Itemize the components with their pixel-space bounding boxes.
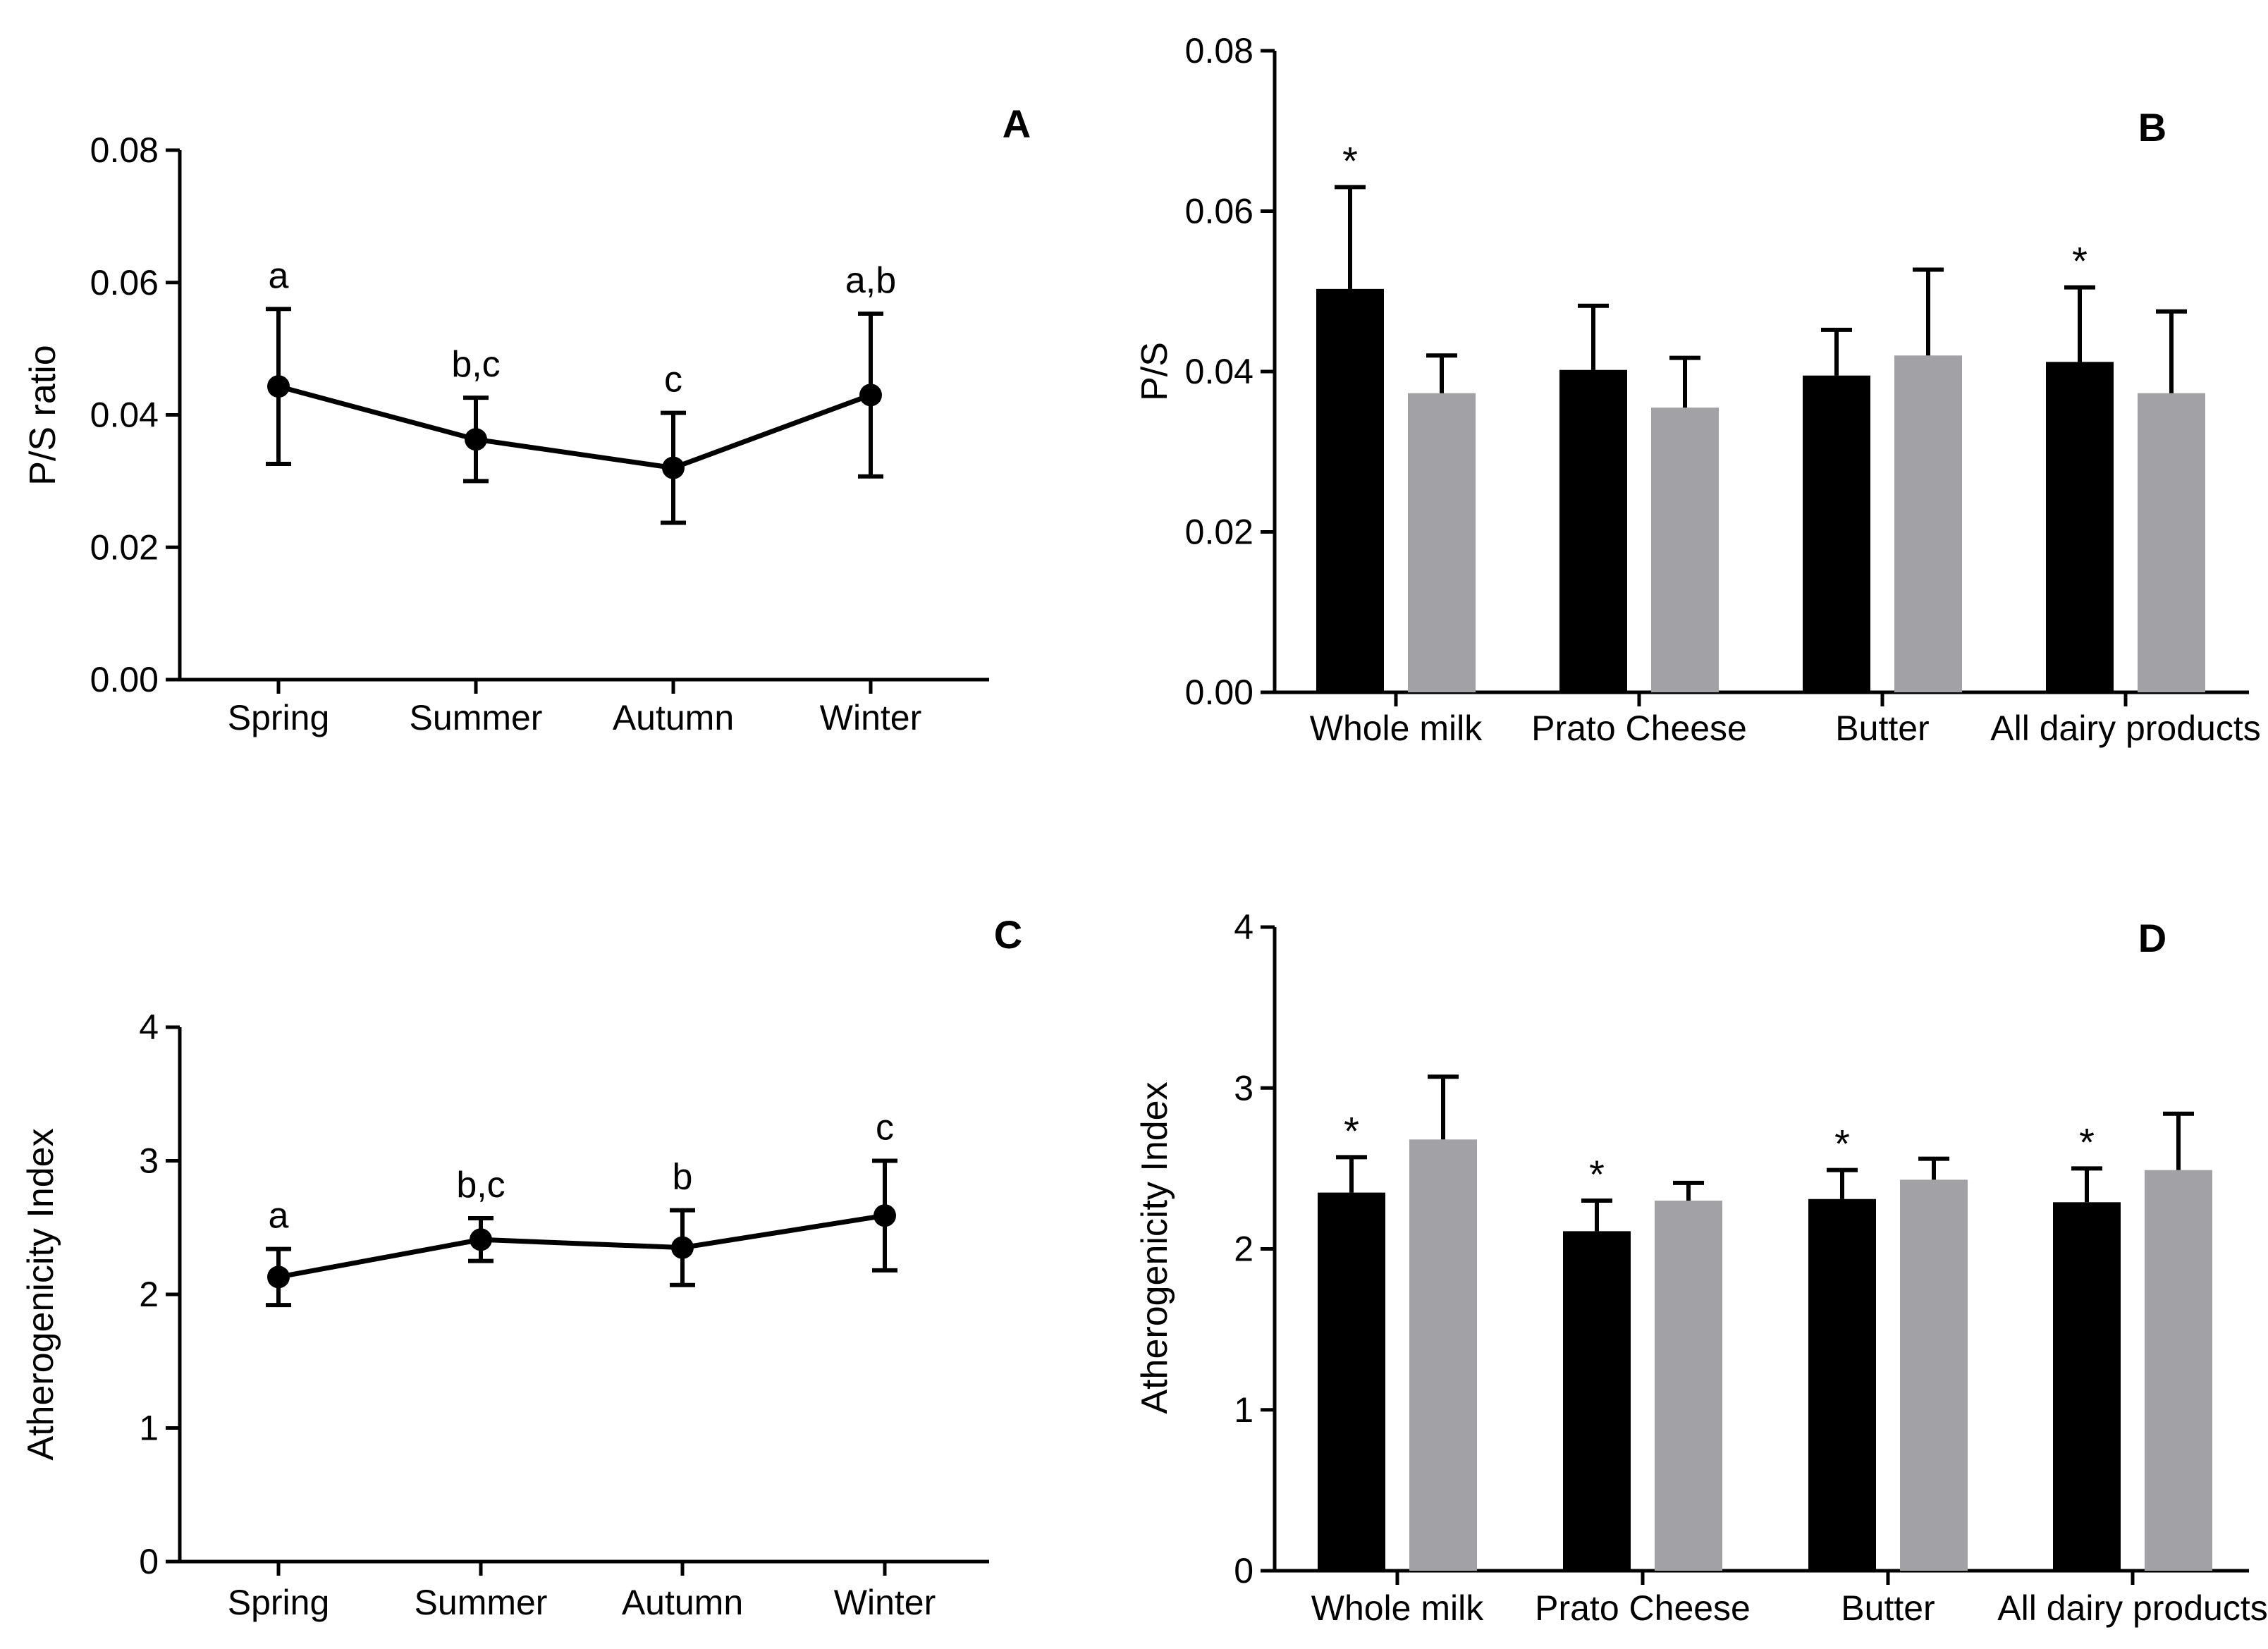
bar-dark [1559, 369, 1627, 692]
bar-light [1409, 1139, 1477, 1571]
data-point [267, 1265, 290, 1289]
significance-star: * [1342, 138, 1358, 183]
data-point [662, 456, 685, 479]
y-tick-label: 0 [139, 1542, 159, 1581]
y-tick-label: 0.08 [90, 130, 159, 170]
y-tick-label: 0.04 [90, 396, 159, 435]
y-tick-label: 2 [139, 1275, 159, 1314]
y-axis-label: P/S ratio [23, 345, 63, 485]
x-tick-label: Butter [1835, 709, 1929, 748]
y-tick-label: 4 [139, 1007, 159, 1047]
data-point [671, 1236, 694, 1259]
data-point [465, 428, 487, 451]
x-tick-label: Prato Cheese [1535, 1588, 1751, 1628]
bar-dark [1316, 288, 1384, 692]
x-tick-label: Summer [415, 1583, 548, 1622]
y-tick-label: 2 [1234, 1230, 1253, 1269]
y-tick-label: 0.02 [90, 527, 159, 567]
x-tick-label: Autumn [613, 698, 734, 737]
y-axis-label: P/S [1134, 342, 1175, 401]
significance-letter: a [269, 1196, 289, 1237]
series-line [278, 1213, 885, 1280]
significance-letter: b [673, 1157, 693, 1198]
y-tick-label: 4 [1234, 907, 1253, 947]
bar-dark [1563, 1231, 1631, 1571]
y-tick-label: 3 [1234, 1068, 1253, 1108]
significance-letter: b,c [456, 1165, 505, 1206]
bar-light [1408, 393, 1476, 692]
bar-dark [1803, 375, 1870, 692]
panel-a: 0.00 0.02 0.04 0.06 0.08 Spring Summer Autumn Wi… [23, 102, 1031, 737]
significance-star: * [1344, 1108, 1359, 1153]
y-axis-label: Atherogenicity Index [1134, 1081, 1175, 1414]
bar-light [2145, 1170, 2212, 1571]
y-tick-label: 0.06 [90, 263, 159, 302]
y-tick-label: 0.00 [1185, 673, 1253, 712]
data-point [470, 1228, 492, 1251]
significance-star: * [2072, 239, 2088, 283]
x-tick-label: Spring [228, 698, 330, 737]
bar-light [1651, 407, 1719, 692]
significance-letter: c [876, 1108, 894, 1148]
bar-dark [2053, 1202, 2121, 1571]
x-tick-label: Winter [820, 698, 921, 737]
bar-dark [2046, 362, 2114, 692]
y-tick-label: 0 [1234, 1551, 1253, 1590]
significance-star: * [1834, 1122, 1850, 1166]
bar-light [1655, 1201, 1722, 1571]
bar-dark [1808, 1199, 1876, 1571]
x-tick-label: Spring [228, 1583, 330, 1622]
x-tick-label: All dairy products [1997, 1588, 2268, 1628]
significance-star: * [2079, 1120, 2095, 1164]
series-line [278, 384, 872, 471]
x-tick-label: All dairy products [1990, 709, 2261, 748]
data-point [267, 375, 290, 398]
bar-dark [1318, 1192, 1385, 1571]
y-tick-label: 1 [139, 1409, 159, 1448]
y-axis-label: Atherogenicity Index [20, 1128, 61, 1460]
x-tick-label: Winter [834, 1583, 936, 1622]
significance-letter: a,b [845, 260, 896, 301]
bar-light [2138, 393, 2205, 692]
bar-light [1894, 355, 1962, 692]
y-tick-label: 0.08 [1185, 31, 1253, 71]
panel-label: A [1003, 102, 1031, 146]
significance-letter: b,c [451, 344, 500, 385]
panel-label: D [2138, 916, 2166, 960]
significance-letter: c [664, 360, 682, 400]
panel-d: 0 1 2 3 4 Whole milk Prato Cheese Butter All dai… [1134, 907, 2268, 1628]
y-tick-label: 1 [1234, 1390, 1253, 1430]
panel-b: 0.00 0.02 0.04 0.06 0.08 Whole milk Prato Chee… [1134, 31, 2261, 748]
significance-letter: a [269, 255, 289, 296]
bar-light [1900, 1179, 1968, 1571]
y-tick-label: 0.02 [1185, 513, 1253, 552]
y-tick-label: 0.00 [90, 660, 159, 699]
x-tick-label: Whole milk [1310, 709, 1483, 748]
data-point [874, 1204, 896, 1227]
y-tick-label: 3 [139, 1141, 159, 1181]
x-tick-label: Summer [410, 698, 543, 737]
x-tick-label: Butter [1841, 1588, 1935, 1628]
panel-label: C [994, 912, 1022, 957]
significance-star: * [1589, 1152, 1605, 1196]
panel-label: B [2138, 105, 2166, 149]
x-tick-label: Whole milk [1311, 1588, 1484, 1628]
x-tick-label: Prato Cheese [1531, 709, 1747, 748]
panel-c: 0 1 2 3 4 Spring Summer Autumn Winter Atherogenic… [20, 912, 1022, 1622]
y-tick-label: 0.06 [1185, 192, 1253, 231]
y-tick-label: 0.04 [1185, 352, 1253, 391]
data-point [859, 384, 882, 407]
x-tick-label: Autumn [622, 1583, 743, 1622]
